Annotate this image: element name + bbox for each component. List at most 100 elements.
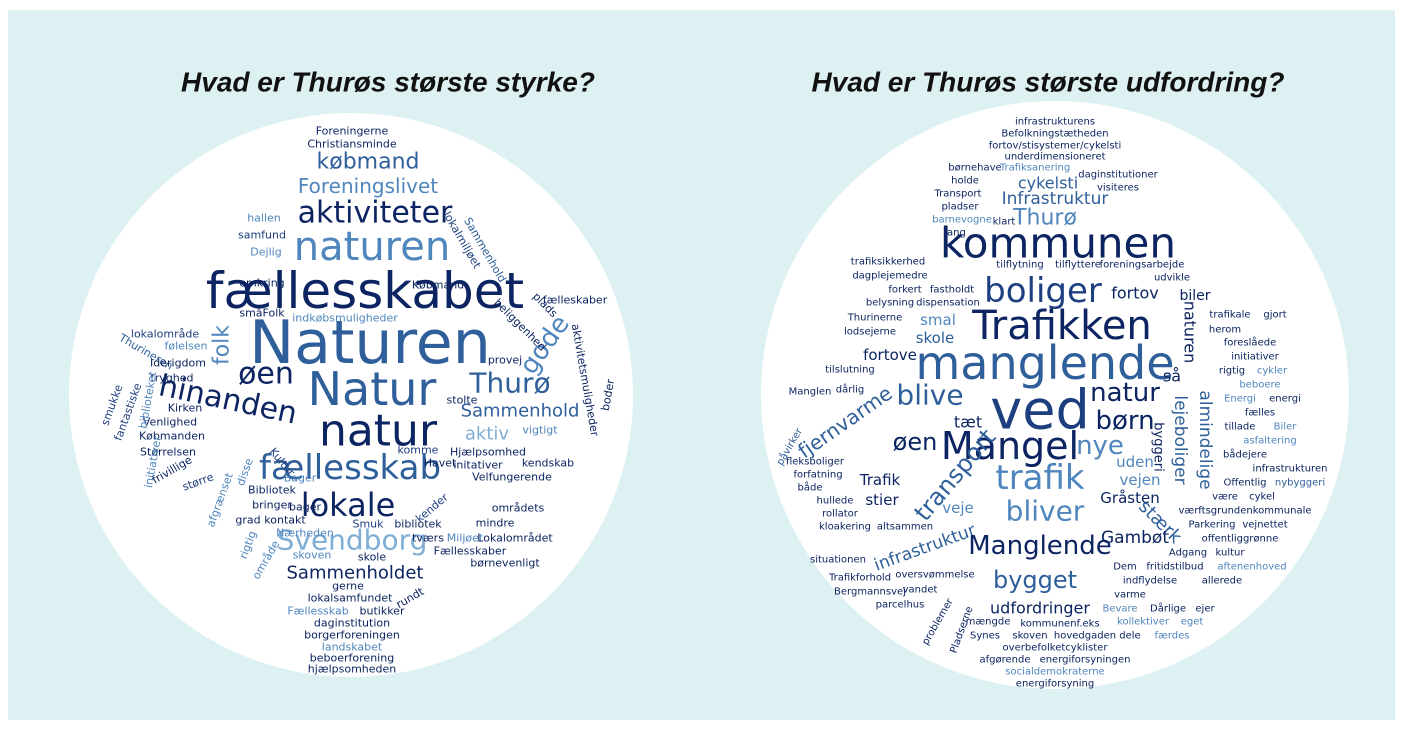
cloud-word: Thurinerne	[847, 313, 903, 324]
cloud-word: cykelsti	[1018, 174, 1078, 193]
cloud-word: være	[1212, 492, 1238, 503]
cloud-word: overbefolketcyklister	[1003, 643, 1109, 654]
cloud-word: parcelhus	[876, 600, 925, 611]
cloud-word: Infrastruktur	[1002, 189, 1109, 209]
cloud-word: lejeboliger	[1170, 395, 1190, 484]
cloud-word: biler	[1179, 288, 1210, 304]
cloud-word: naturen	[294, 224, 450, 270]
cloud-word: Dårlige	[1150, 602, 1186, 615]
cloud-word: Dejlig	[250, 246, 281, 259]
cloud-word: Fællesskab	[287, 605, 348, 618]
cloud-word: følelsen	[165, 340, 208, 353]
cloud-word: bringer	[252, 499, 292, 512]
cloud-word: oversvømmelse	[895, 570, 974, 581]
cloud-word: hovedgaden	[1054, 631, 1116, 642]
cloud-word: komme	[398, 444, 439, 457]
cloud-word: mindre	[476, 517, 515, 530]
cloud-word: indflydelse	[1123, 576, 1177, 587]
cloud-word: tryghed	[150, 372, 193, 385]
cloud-word: Parkering	[1189, 520, 1236, 531]
cloud-word: bådejere	[1223, 448, 1267, 461]
cloud-word: tæt	[954, 413, 982, 432]
cloud-word: varme	[1114, 590, 1146, 601]
cloud-word: Havet	[424, 457, 457, 470]
cloud-word: naturen	[1181, 301, 1200, 364]
cloud-word: beboere	[1239, 380, 1280, 391]
cloud-word: fleksboliger	[786, 457, 845, 468]
cloud-word: Trafiksanering	[999, 163, 1070, 174]
cloud-word: cykler	[1257, 366, 1288, 377]
cloud-word: eget	[1181, 617, 1204, 628]
cloud-word: daginstitutioner	[1078, 170, 1158, 181]
cloud-word: fastholdt	[930, 285, 974, 296]
cloud-word: Foreningslivet	[298, 174, 438, 198]
cloud-word: skoven	[1012, 631, 1047, 642]
cloud-word: tværs	[412, 532, 444, 545]
cloud-word: Trafikforhold	[828, 573, 891, 584]
cloud-word: provej	[488, 354, 522, 367]
cloud-word: boliger	[984, 271, 1102, 311]
cloud-word: energi	[1269, 394, 1301, 405]
cloud-word: fortov/stisystemer/cykelsti	[989, 141, 1121, 152]
cloud-word: altsammen	[877, 522, 933, 533]
cloud-word: dele	[1119, 631, 1140, 642]
cloud-word: Kirken	[168, 402, 203, 415]
cloud-word: kommunen	[940, 219, 1176, 268]
cloud-word: tilslutning	[825, 365, 875, 376]
cloud-word: daginstitution	[314, 617, 390, 630]
cloud-word: folk	[210, 325, 235, 365]
cloud-word: Gråsten	[1100, 489, 1159, 507]
cloud-word: bliver	[1006, 495, 1085, 528]
cloud-word: forfatning	[793, 470, 842, 481]
cloud-word: situationen	[810, 555, 866, 566]
cloud-word: fortov	[1111, 284, 1159, 303]
cloud-word: nybyggeri	[1275, 478, 1325, 489]
cloud-word: forkert	[888, 285, 921, 296]
cloud-word: udvikle	[1154, 273, 1190, 284]
left-title: Hvad er Thurøs største styrke?	[181, 67, 595, 98]
cloud-word: indkøbsmuligheder	[292, 312, 398, 325]
cloud-word: Transport	[934, 189, 982, 200]
cloud-word: kloakering	[819, 522, 871, 533]
cloud-word: vandet	[903, 585, 938, 596]
cloud-word: lokalområde	[131, 328, 199, 341]
cloud-word: ejer	[1195, 604, 1215, 615]
cloud-word: Iderigdom	[150, 357, 206, 370]
cloud-word: foreslåede	[1224, 336, 1276, 349]
cloud-word: natur	[319, 406, 438, 457]
cloud-word: kultur	[1216, 548, 1246, 559]
cloud-word: Natur	[308, 362, 437, 416]
cloud-word: Bibliotek	[248, 484, 297, 497]
cloud-word: samfund	[238, 229, 286, 242]
cloud-word: Trafikken	[971, 303, 1152, 349]
cloud-word: småFolk	[239, 307, 285, 320]
cloud-word: kendskab	[522, 457, 574, 470]
cloud-word: klart	[993, 217, 1016, 228]
cloud-word: initiativer	[1231, 352, 1279, 363]
cloud-word: allerede	[1202, 576, 1242, 587]
cloud-word: børnevenligt	[470, 557, 540, 570]
cloud-word: børnehave	[948, 163, 1001, 174]
cloud-word: øen	[238, 357, 294, 392]
cloud-word: områdets	[492, 502, 545, 515]
cloud-word: landskabet	[322, 641, 383, 654]
cloud-word: nye	[1076, 431, 1124, 461]
cloud-word: Dem	[1113, 562, 1137, 573]
cloud-word: foreningsarbejde	[1100, 260, 1185, 271]
cloud-word: købmand	[317, 150, 420, 175]
cloud-word: Hjælpsomhed	[450, 446, 526, 459]
cloud-word: skole	[916, 329, 955, 347]
cloud-word: trafik	[995, 458, 1085, 498]
cloud-word: Sammenholdet	[287, 563, 424, 584]
cloud-word: gerne	[332, 580, 364, 593]
cloud-word: dagplejemedre	[852, 271, 927, 282]
cloud-word: skole	[358, 551, 386, 564]
cloud-word: boder	[599, 378, 617, 412]
cloud-word: fællesskabet	[206, 262, 524, 320]
cloud-word: natur	[1090, 378, 1160, 408]
cloud-word: ved	[990, 379, 1089, 442]
cloud-word: Venlighed	[143, 416, 197, 429]
cloud-word: øen	[893, 428, 938, 456]
cloud-word: lokale	[301, 486, 396, 524]
